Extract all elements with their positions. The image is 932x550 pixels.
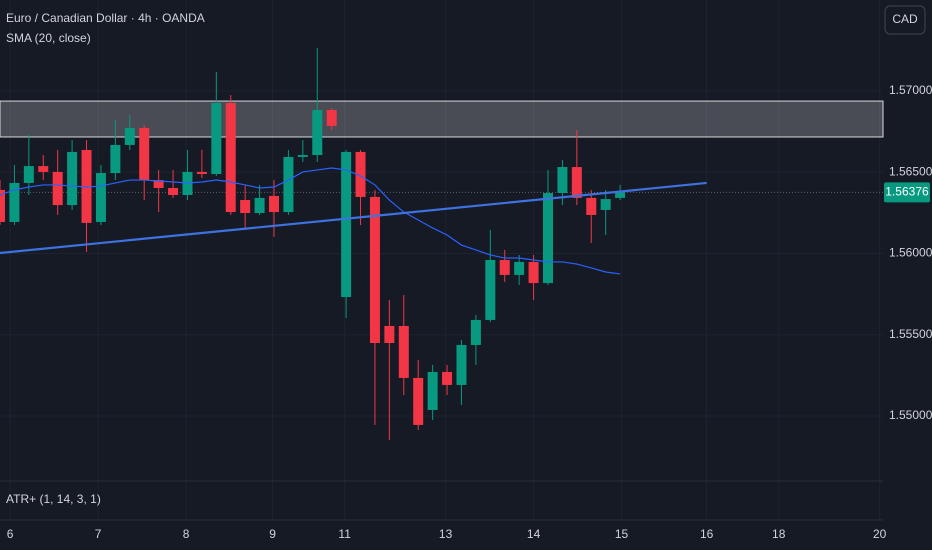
candle-body xyxy=(470,319,481,345)
candle-body xyxy=(297,155,308,157)
x-tick-label: 11 xyxy=(338,527,351,541)
candle-body xyxy=(268,195,279,213)
candle-body xyxy=(196,171,207,175)
candle-body xyxy=(369,196,380,344)
grid xyxy=(0,0,883,520)
x-tick-label: 20 xyxy=(873,527,887,541)
plot xyxy=(0,47,884,441)
candle-body xyxy=(139,128,150,181)
candle-body xyxy=(168,188,179,195)
y-tick-label: 1.57000 xyxy=(889,83,932,97)
candle-body xyxy=(95,173,106,222)
last-price-label: 1.56376 xyxy=(885,185,929,199)
candle-body xyxy=(413,377,424,425)
x-tick-label: 16 xyxy=(700,527,714,541)
sma-label: SMA (20, close) xyxy=(6,31,91,45)
candle-body xyxy=(355,151,366,197)
y-tick-label: 1.56000 xyxy=(889,246,932,260)
candle-body xyxy=(456,344,467,385)
indicator-label: ATR+ (1, 14, 3, 1) xyxy=(6,492,101,506)
x-tick-label: 8 xyxy=(183,527,190,541)
candle-body xyxy=(398,325,409,378)
candle-body xyxy=(557,167,568,194)
currency-button-label[interactable]: CAD xyxy=(892,12,918,26)
candle-body xyxy=(312,110,323,156)
sma-line xyxy=(0,167,621,275)
candle-body xyxy=(38,166,49,172)
x-tick-label: 9 xyxy=(269,527,276,541)
candle-body xyxy=(485,259,496,320)
trend-line xyxy=(0,181,707,255)
y-tick-label: 1.55500 xyxy=(889,327,932,341)
candle-body xyxy=(326,110,337,126)
candle-body xyxy=(586,197,597,215)
candle-body xyxy=(600,199,611,210)
x-tick-label: 13 xyxy=(439,527,453,541)
candle-body xyxy=(110,144,121,174)
y-tick-label: 1.56500 xyxy=(889,164,932,178)
x-tick-label: 14 xyxy=(527,527,541,541)
candle-body xyxy=(9,182,20,222)
candle-body xyxy=(23,166,34,183)
candle-body xyxy=(514,261,525,275)
candle-body xyxy=(341,151,352,298)
candle-body xyxy=(124,128,135,145)
currency-button[interactable] xyxy=(884,5,926,35)
candle-body xyxy=(240,200,251,214)
axes: 1.57000 1.56500 1.56000 1.55500 1.55000 6 7 8 9 1… xyxy=(7,83,932,541)
candle-body xyxy=(52,171,63,206)
candle-body xyxy=(254,197,265,214)
y-tick-label: 1.55000 xyxy=(889,408,932,422)
candle-body xyxy=(67,151,78,206)
candle-body xyxy=(0,189,5,222)
last-price-badge xyxy=(884,182,930,203)
candle-body xyxy=(571,167,582,198)
candle-body xyxy=(153,180,164,189)
x-tick-label: 15 xyxy=(615,527,629,541)
candle-body xyxy=(528,261,539,284)
candle-body xyxy=(542,193,553,284)
chart-title: Euro / Canadian Dollar · 4h · OANDA xyxy=(6,11,205,25)
candle-body xyxy=(283,156,294,213)
x-tick-label: 6 xyxy=(7,527,14,541)
candle-body xyxy=(442,371,453,385)
candle-body xyxy=(615,192,626,198)
candle-body xyxy=(427,371,438,410)
candle-body xyxy=(499,259,510,275)
candle-body xyxy=(384,325,395,344)
candle-body xyxy=(225,103,236,213)
candle-body xyxy=(211,103,222,175)
x-tick-label: 18 xyxy=(772,527,786,541)
x-tick-label: 7 xyxy=(95,527,102,541)
